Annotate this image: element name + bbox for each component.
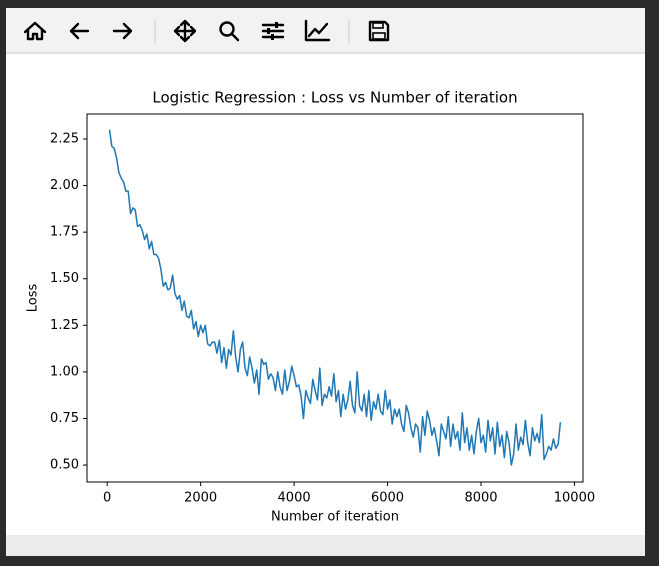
x-tick-label: 6000	[371, 491, 404, 506]
home-button[interactable]	[23, 21, 47, 41]
back-button[interactable]	[69, 22, 90, 40]
pan-button[interactable]	[173, 19, 197, 43]
forward-button[interactable]	[112, 22, 133, 40]
axes-frame	[86, 113, 584, 483]
y-tick-label: 2.25	[50, 131, 79, 146]
zoom-button[interactable]	[219, 21, 240, 42]
loss-line	[108, 129, 562, 466]
save-button[interactable]	[368, 20, 390, 42]
chart-title: Logistic Regression : Loss vs Number of …	[152, 89, 517, 107]
x-tick-label: 10000	[554, 491, 595, 506]
window-frame	[6, 8, 645, 556]
y-tick-label: 1.50	[50, 271, 79, 286]
y-tick-label: 1.25	[50, 318, 79, 333]
edit-axis-button[interactable]	[304, 19, 331, 42]
status-bar	[6, 535, 645, 556]
y-tick-label: 1.75	[50, 225, 79, 240]
y-tick-label: 2.00	[50, 178, 79, 193]
toolbar	[6, 8, 645, 53]
x-tick-label: 2000	[184, 491, 217, 506]
x-tick-label: 0	[103, 491, 111, 506]
x-tick-label: 4000	[278, 491, 311, 506]
x-tick-label: 8000	[464, 491, 497, 506]
subplots-button[interactable]	[261, 22, 285, 40]
y-tick-label: 0.75	[50, 411, 79, 426]
y-tick-label: 1.00	[50, 364, 79, 379]
y-tick-label: 0.50	[50, 458, 79, 473]
x-axis-label: Number of iteration	[271, 510, 399, 525]
y-axis-label: Loss	[26, 284, 41, 313]
